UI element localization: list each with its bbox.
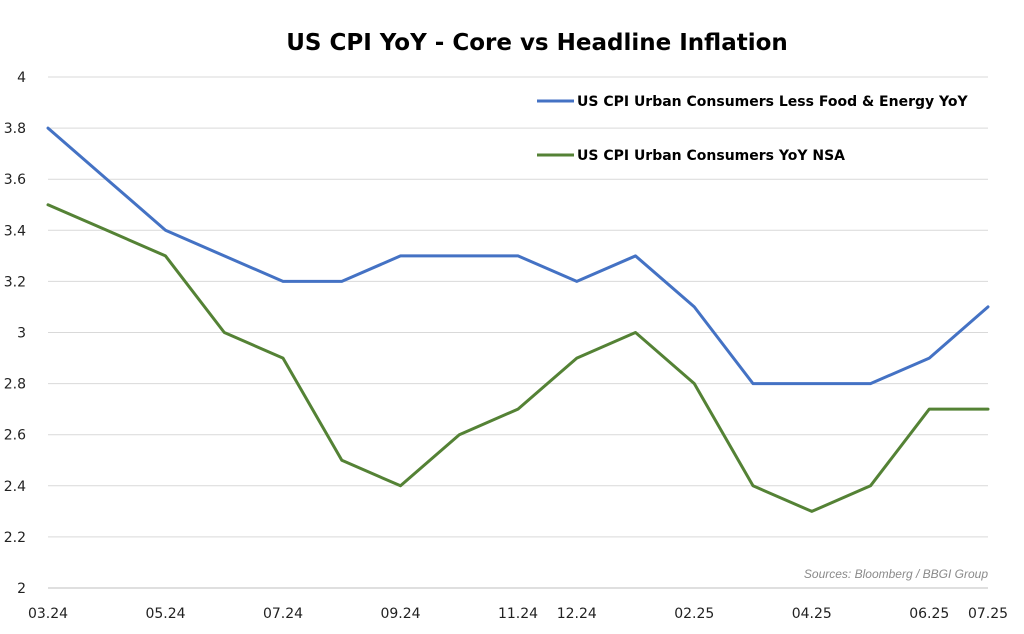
legend-label: US CPI Urban Consumers Less Food & Energ… [577,94,968,110]
x-tick-label: 02.25 [674,606,714,622]
legend-label: US CPI Urban Consumers YoY NSA [577,148,845,164]
source-note: Sources: Bloomberg / BBGI Group [804,567,988,581]
x-tick-label: 07.24 [263,606,303,622]
x-tick-label: 12.24 [557,606,597,622]
x-tick-label: 05.24 [145,606,185,622]
y-tick-label: 3.6 [4,172,26,188]
gridlines [48,76,988,589]
x-tick-label: 04.25 [792,606,832,622]
y-tick-label: 3.2 [4,274,26,290]
series-line-1 [46,126,990,386]
chart-title: US CPI YoY - Core vs Headline Inflation [286,30,788,56]
y-tick-label: 2.6 [4,428,26,444]
y-tick-label: 2 [17,581,26,597]
y-tick-label: 3.4 [4,223,26,239]
y-tick-label: 2.8 [4,377,26,393]
y-tick-label: 4 [17,70,26,86]
x-axis-ticks: 03.24 05.24 07.24 09.24 11.24 12.24 02.25 04.25… [28,606,1008,622]
x-tick-label: 03.24 [28,606,68,622]
y-tick-label: 2.4 [4,479,26,495]
series-line-2 [46,203,990,513]
series-lines [46,126,990,513]
x-tick-label: 07.25 [968,606,1008,622]
y-tick-label: 2.2 [4,530,26,546]
legend: US CPI Urban Consumers Less Food & Energ… [537,94,968,164]
x-tick-label: 06.25 [909,606,949,622]
x-tick-label: 11.24 [498,606,538,622]
y-tick-label: 3.8 [4,121,26,137]
x-tick-label: 09.24 [380,606,420,622]
y-axis-ticks: 2 2.2 2.4 2.6 2.8 3 3.2 3.4 3.6 3.8 4 [4,70,26,597]
y-tick-label: 3 [17,326,26,342]
